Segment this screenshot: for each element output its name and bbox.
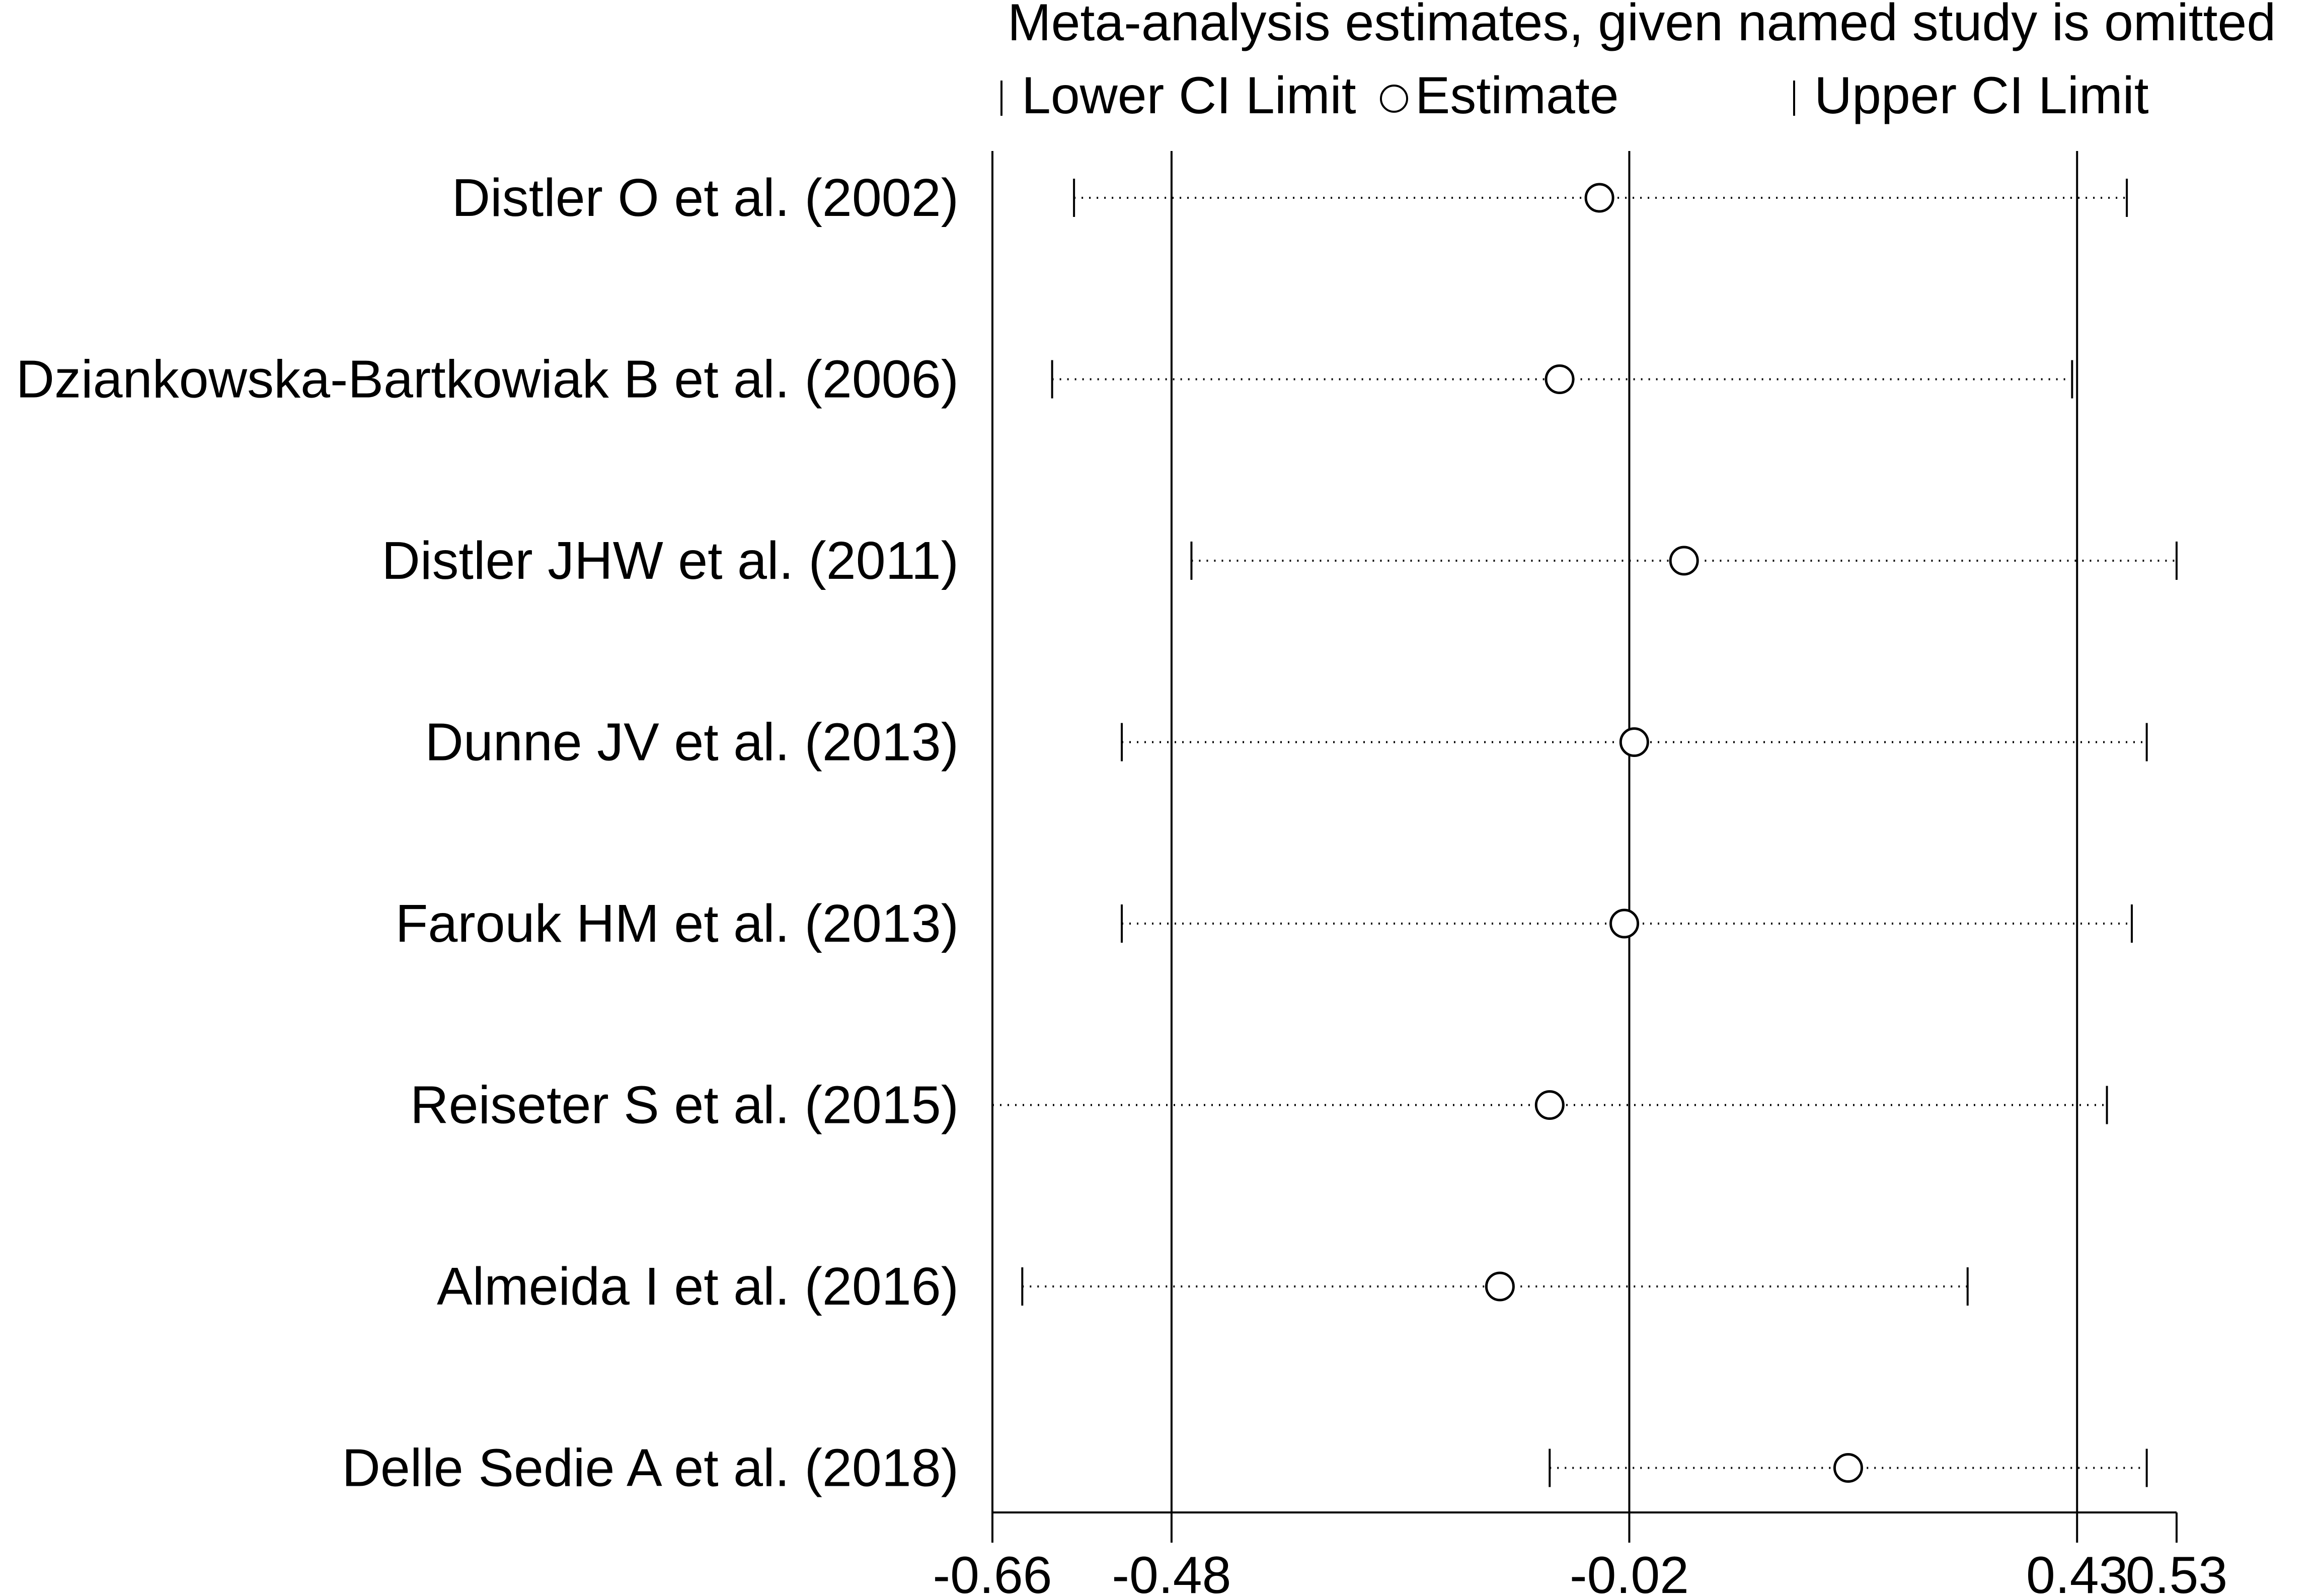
study-label: Delle Sedie A et al. (2018) bbox=[342, 1438, 959, 1498]
legend-upper-label: Upper CI Limit bbox=[1814, 66, 2149, 125]
legend-estimate-label: Estimate bbox=[1415, 66, 1619, 125]
study-rows: Distler O et al. (2002) Dziankowska-Bartk… bbox=[16, 168, 2178, 1498]
x-tick-label: 0.53 bbox=[2126, 1546, 2227, 1596]
chart-title: Meta-analysis estimates, given named stu… bbox=[1008, 0, 2276, 52]
study-row: Distler JHW et al. (2011) bbox=[381, 531, 2178, 590]
legend-estimate-marker bbox=[1380, 85, 1408, 113]
x-tick-label: -0.02 bbox=[1570, 1546, 1689, 1596]
study-row: Reiseter S et al. (2015) bbox=[410, 1076, 2108, 1135]
study-label: Dunne JV et al. (2013) bbox=[425, 713, 959, 772]
estimate-point bbox=[1833, 1453, 1863, 1483]
study-row: Almeida I et al. (2016) bbox=[437, 1257, 1969, 1316]
estimate-point bbox=[1584, 183, 1614, 213]
study-row: Distler O et al. (2002) bbox=[452, 168, 2128, 227]
estimate-point bbox=[1619, 727, 1649, 757]
x-tick-label: 0.43 bbox=[2026, 1546, 2128, 1596]
reference-lines bbox=[991, 151, 2078, 1512]
estimate-point bbox=[1544, 364, 1575, 394]
study-label: Farouk HM et al. (2013) bbox=[396, 894, 959, 953]
study-label: Almeida I et al. (2016) bbox=[437, 1257, 959, 1316]
study-row: Dunne JV et al. (2013) bbox=[425, 713, 2148, 772]
legend-lower-label: Lower CI Limit bbox=[1022, 66, 1356, 125]
estimate-point bbox=[1669, 546, 1699, 576]
study-row: Delle Sedie A et al. (2018) bbox=[342, 1438, 2148, 1498]
x-tick-label: -0.48 bbox=[1112, 1546, 1231, 1596]
estimate-point bbox=[1534, 1090, 1565, 1120]
x-axis: -0.66 -0.48 -0.02 0.430.53 bbox=[933, 1511, 2227, 1596]
study-row: Dziankowska-Bartkowiak B et al. (2006) bbox=[16, 350, 2073, 409]
study-label: Distler JHW et al. (2011) bbox=[381, 531, 959, 590]
study-label: Distler O et al. (2002) bbox=[452, 168, 959, 227]
estimate-point bbox=[1485, 1271, 1515, 1302]
x-tick-label: -0.66 bbox=[933, 1546, 1052, 1596]
legend: Lower CI Limit Estimate Upper CI Limit bbox=[1000, 66, 2149, 125]
study-label: Reiseter S et al. (2015) bbox=[410, 1076, 959, 1135]
estimate-point bbox=[1609, 908, 1640, 939]
study-row: Farouk HM et al. (2013) bbox=[396, 894, 2133, 953]
study-label: Dziankowska-Bartkowiak B et al. (2006) bbox=[16, 350, 959, 409]
